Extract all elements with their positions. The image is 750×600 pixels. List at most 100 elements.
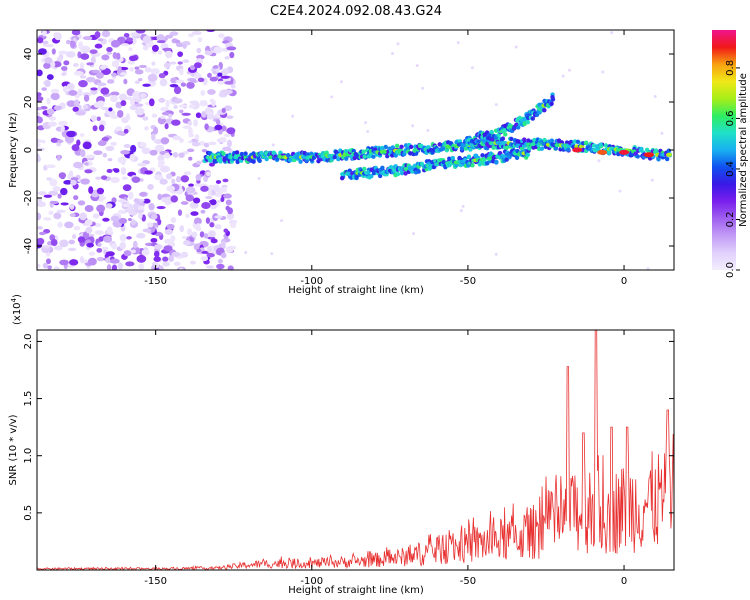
noise-cell	[366, 130, 370, 134]
noise-cell	[101, 136, 110, 142]
noise-cell	[291, 114, 295, 118]
noise-cell	[64, 221, 74, 229]
noise-cell	[159, 78, 168, 87]
noise-cell	[212, 65, 219, 69]
noise-cell	[186, 81, 195, 89]
track-cell	[408, 144, 414, 150]
noise-cell	[213, 46, 223, 54]
noise-cell	[157, 193, 163, 201]
track-cell	[243, 151, 248, 156]
noise-cell	[174, 98, 183, 104]
noise-cell	[180, 82, 187, 87]
noise-cell	[71, 144, 80, 152]
track-cell	[460, 142, 466, 148]
track-cell	[553, 146, 559, 151]
colorbar-label: Normalized spectral amplitude	[738, 73, 749, 227]
track-cell	[309, 151, 314, 156]
peak-cell	[597, 149, 608, 155]
x-tick-label: -100	[300, 576, 323, 587]
noise-cell	[209, 76, 218, 82]
track-cell	[361, 149, 366, 154]
noise-cell	[59, 259, 69, 266]
noise-cell	[110, 215, 120, 222]
noise-cell	[129, 105, 137, 111]
noise-cell	[71, 234, 77, 240]
track-cell	[488, 151, 494, 156]
noise-cell	[80, 53, 90, 60]
noise-cell	[79, 62, 85, 70]
noise-cell	[97, 140, 107, 146]
noise-cell	[37, 197, 42, 203]
track-cell	[656, 157, 661, 162]
noise-cell	[162, 256, 169, 262]
noise-cell	[96, 256, 105, 262]
noise-cell	[426, 128, 430, 132]
noise-cell	[108, 107, 113, 112]
noise-cell	[63, 60, 70, 66]
noise-cell	[185, 186, 196, 194]
noise-cell	[82, 36, 93, 41]
noise-cell	[37, 37, 44, 44]
track-cell	[491, 145, 496, 150]
noise-cell	[87, 233, 95, 237]
noise-cell	[43, 62, 51, 69]
track-cell	[251, 159, 256, 164]
noise-cell	[37, 95, 44, 102]
noise-cell	[37, 111, 41, 117]
noise-cell	[128, 47, 133, 52]
noise-cell	[99, 65, 107, 70]
noise-cell	[198, 141, 206, 146]
noise-cell	[181, 112, 191, 116]
noise-cell	[94, 230, 104, 235]
snr-y-multiplier: (x104)	[10, 294, 23, 325]
noise-cell	[126, 37, 134, 42]
y-tick-label: 0.5	[23, 505, 34, 521]
track-cell	[494, 159, 499, 165]
noise-cell	[209, 205, 217, 210]
noise-cell	[125, 261, 135, 267]
noise-cell	[178, 104, 188, 108]
noise-cell	[650, 178, 654, 182]
track-cell	[362, 154, 367, 159]
noise-cell	[82, 104, 89, 110]
noise-cell	[37, 237, 45, 245]
track-cell	[542, 108, 547, 113]
noise-cell	[205, 171, 212, 177]
noise-cell	[154, 139, 163, 145]
noise-cell	[178, 267, 184, 270]
noise-cell	[84, 162, 89, 166]
noise-cell	[597, 159, 601, 163]
snr-x-label: Height of straight line (km)	[288, 585, 424, 596]
noise-cell	[660, 131, 664, 135]
noise-cell	[92, 213, 100, 219]
noise-cell	[73, 71, 84, 76]
noise-cell	[158, 159, 165, 166]
noise-cell	[204, 50, 213, 56]
noise-cell	[164, 201, 171, 206]
noise-cell	[50, 92, 60, 101]
noise-cell	[94, 223, 102, 228]
noise-cell	[110, 94, 119, 103]
noise-cell	[169, 31, 179, 36]
track-cell	[217, 156, 223, 162]
noise-cell	[196, 222, 201, 230]
track-cell	[503, 132, 508, 137]
noise-cell	[37, 92, 42, 97]
noise-cell	[42, 262, 49, 269]
track-cell	[332, 154, 337, 160]
noise-cell	[113, 168, 120, 173]
noise-cell	[223, 89, 233, 95]
noise-cell	[69, 203, 75, 210]
noise-cell	[197, 37, 203, 43]
noise-cell	[98, 197, 104, 202]
noise-cell	[207, 141, 217, 146]
noise-cell	[120, 100, 127, 107]
noise-cell	[105, 251, 115, 257]
noise-cell	[37, 69, 43, 77]
track-cell	[489, 129, 494, 135]
noise-cell	[171, 119, 181, 126]
noise-cell	[129, 98, 135, 106]
noise-cell	[183, 171, 192, 176]
noise-cell	[84, 204, 94, 213]
noise-cell	[142, 116, 149, 121]
